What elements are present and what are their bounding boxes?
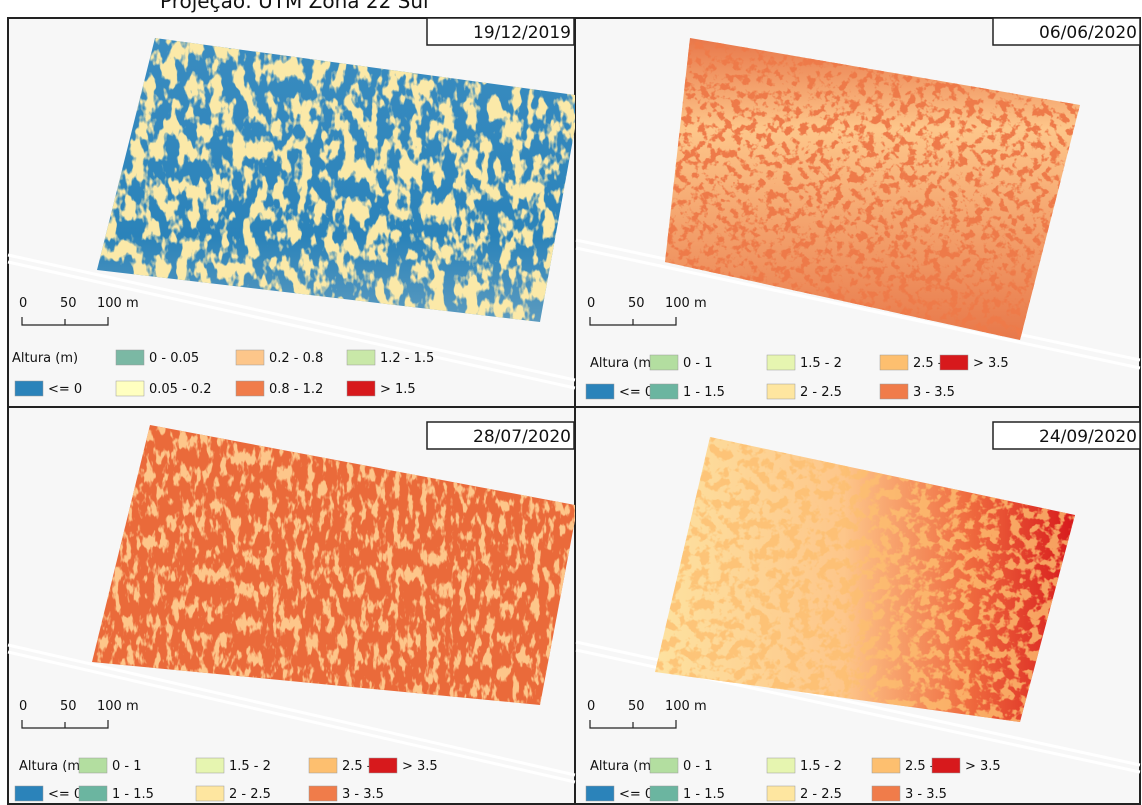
legend-label: 1 - 1.5 (683, 385, 725, 400)
scale-label: 100 m (97, 699, 139, 714)
legend-title: Altura (m) (12, 351, 78, 366)
legend-swatch (15, 381, 43, 396)
legend-label: <= 0 (48, 787, 82, 802)
legend-title: Altura (m) (19, 759, 85, 774)
legend-swatch (196, 758, 224, 773)
scale-label: 0 (19, 296, 27, 311)
scale-label: 100 m (665, 699, 707, 714)
legend-swatch (309, 786, 337, 801)
legend-swatch (79, 758, 107, 773)
legend-title: Altura (m) (590, 759, 656, 774)
legend-swatch (79, 786, 107, 801)
legend-label: > 3.5 (973, 356, 1009, 371)
legend-swatch (650, 786, 678, 801)
legend-swatch (15, 786, 43, 801)
scale-label: 100 m (665, 296, 707, 311)
legend-label: 0.05 - 0.2 (149, 382, 212, 397)
scale-label: 50 (60, 296, 77, 311)
legend-label: > 3.5 (402, 759, 438, 774)
legend-swatch (767, 758, 795, 773)
legend-label: 2 - 2.5 (229, 787, 271, 802)
date-label: 28/07/2020 (473, 427, 571, 447)
legend-label: 1.5 - 2 (800, 356, 842, 371)
legend-swatch (767, 355, 795, 370)
legend-label: 0.8 - 1.2 (269, 382, 323, 397)
scale-label: 50 (628, 699, 645, 714)
legend-swatch (236, 381, 264, 396)
legend-label: 0 - 1 (683, 356, 713, 371)
legend-label: 0 - 1 (683, 759, 713, 774)
legend-label: 3 - 3.5 (905, 787, 947, 802)
legend-swatch (940, 355, 968, 370)
legend-swatch (196, 786, 224, 801)
legend-label: 3 - 3.5 (342, 787, 384, 802)
legend-swatch (116, 350, 144, 365)
legend-label: 1 - 1.5 (683, 787, 725, 802)
legend-label: <= 0 (48, 382, 82, 397)
legend-swatch (347, 350, 375, 365)
scale-label: 100 m (97, 296, 139, 311)
scale-label: 0 (587, 699, 595, 714)
legend-label: 0.2 - 0.8 (269, 351, 323, 366)
legend-swatch (347, 381, 375, 396)
legend-swatch (880, 384, 908, 399)
legend-swatch (767, 384, 795, 399)
legend-label: 2 - 2.5 (800, 787, 842, 802)
projection-title: Projeção: UTM Zona 22 Sul (160, 0, 429, 13)
legend-label: <= 0 (619, 385, 653, 400)
date-label: 19/12/2019 (473, 23, 571, 43)
map-figure: Projeção: UTM Zona 22 Sul 19/12/2019 0 50 1… (0, 0, 1142, 805)
legend-label: 1.5 - 2 (229, 759, 271, 774)
legend-swatch (650, 384, 678, 399)
legend-title: Altura (m) (590, 356, 656, 371)
legend-swatch (116, 381, 144, 396)
legend-swatch (872, 786, 900, 801)
legend-label: <= 0 (619, 787, 653, 802)
legend-label: 1.5 - 2 (800, 759, 842, 774)
legend-swatch (872, 758, 900, 773)
legend-swatch (650, 355, 678, 370)
legend-label: 3 - 3.5 (913, 385, 955, 400)
scale-label: 0 (19, 699, 27, 714)
legend-swatch (369, 758, 397, 773)
legend-swatch (767, 786, 795, 801)
legend-label: 1.2 - 1.5 (380, 351, 434, 366)
legend-label: 0 - 1 (112, 759, 142, 774)
legend-swatch (932, 758, 960, 773)
date-label: 24/09/2020 (1039, 427, 1137, 447)
legend-swatch (586, 786, 614, 801)
date-label: 06/06/2020 (1039, 23, 1137, 43)
legend-swatch (650, 758, 678, 773)
scale-label: 50 (628, 296, 645, 311)
legend-label: 0 - 0.05 (149, 351, 199, 366)
legend-swatch (236, 350, 264, 365)
scale-label: 0 (587, 296, 595, 311)
legend-swatch (880, 355, 908, 370)
scale-label: 50 (60, 699, 77, 714)
legend-swatch (586, 384, 614, 399)
legend-label: > 3.5 (965, 759, 1001, 774)
legend-swatch (309, 758, 337, 773)
legend-label: 2 - 2.5 (800, 385, 842, 400)
legend-label: 1 - 1.5 (112, 787, 154, 802)
legend-label: > 1.5 (380, 382, 416, 397)
